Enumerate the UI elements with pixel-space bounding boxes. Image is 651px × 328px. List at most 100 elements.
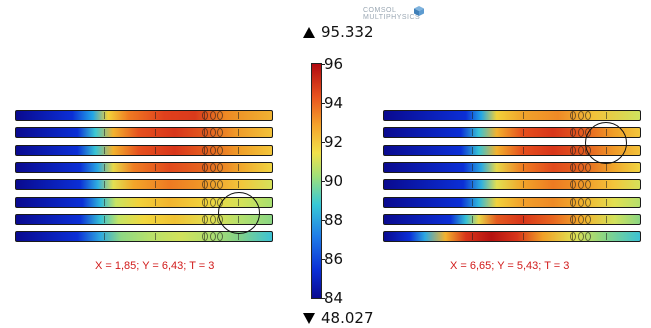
segment-divider	[155, 146, 157, 154]
segment-divider	[155, 181, 157, 189]
joint-arc	[577, 145, 584, 155]
colorbar-tick-label: 94	[324, 94, 344, 112]
joint-arc	[217, 180, 224, 190]
segment-divider	[605, 215, 607, 223]
segment-divider	[237, 112, 239, 119]
cylinder-row	[383, 110, 641, 121]
min-value: 48.027	[321, 309, 374, 327]
colorbar-tick-label: 88	[324, 211, 344, 229]
joint-arc	[217, 128, 224, 138]
segment-divider	[103, 181, 105, 189]
segment-divider	[523, 198, 525, 206]
segment-divider	[523, 112, 525, 119]
segment-divider	[471, 198, 473, 206]
segment-divider	[237, 163, 239, 171]
joint-arc	[209, 214, 216, 224]
segment-divider	[471, 146, 473, 154]
segment-divider	[237, 146, 239, 154]
colorbar-tick-mark	[321, 142, 325, 143]
joint-arc	[577, 180, 584, 190]
max-arrow-icon	[303, 26, 315, 38]
colorbar-tick-label: 86	[324, 250, 344, 268]
cylinder-row	[15, 161, 273, 173]
joint-arc	[209, 232, 216, 242]
logo-text: COMSOL MULTIPHYSICS	[363, 7, 421, 21]
joint-arc	[569, 162, 576, 172]
segment-divider	[103, 146, 105, 154]
segment-divider	[523, 146, 525, 154]
cylinder-row	[383, 231, 641, 243]
joint-arc	[201, 111, 208, 120]
cylinder-row	[383, 161, 641, 173]
joint-arc	[209, 180, 216, 190]
joint-arc	[577, 128, 584, 138]
segment-divider	[103, 198, 105, 206]
joint-arc	[585, 197, 592, 207]
comsol-logo: COMSOL MULTIPHYSICS	[363, 4, 429, 24]
segment-divider	[471, 129, 473, 137]
segment-divider	[471, 163, 473, 171]
joint-arc	[209, 111, 216, 120]
segment-divider	[523, 129, 525, 137]
joint-arc	[217, 145, 224, 155]
min-value-row: 48.027	[303, 308, 374, 328]
segment-divider	[155, 112, 157, 119]
cylinder-row	[15, 110, 273, 121]
joint-arc	[569, 111, 576, 120]
cylinder-row	[383, 179, 641, 191]
segment-divider	[605, 112, 607, 119]
joint-arc	[209, 197, 216, 207]
joint-arc	[577, 111, 584, 120]
segment-divider	[605, 163, 607, 171]
cylinder-row	[15, 196, 273, 208]
joint-arc	[577, 232, 584, 242]
joint-arc	[201, 162, 208, 172]
right-caption: X = 6,65; Y = 5,43; T = 3	[450, 260, 570, 272]
colorbar-tick-mark	[321, 259, 325, 260]
color-legend-bar	[311, 63, 322, 299]
cylinder-row	[15, 179, 273, 191]
joint-arc	[201, 232, 208, 242]
joint-arc	[585, 162, 592, 172]
joint-arc	[217, 232, 224, 242]
joint-arc	[585, 180, 592, 190]
segment-divider	[605, 181, 607, 189]
left-temperature-plot	[15, 110, 273, 243]
segment-divider	[103, 163, 105, 171]
cube-icon	[414, 6, 424, 16]
segment-divider	[103, 233, 105, 241]
cylinder-row	[15, 144, 273, 156]
max-value: 95.332	[321, 23, 374, 41]
segment-divider	[237, 233, 239, 241]
segment-divider	[155, 163, 157, 171]
segment-divider	[471, 215, 473, 223]
segment-divider	[523, 181, 525, 189]
cylinder-row	[383, 213, 641, 225]
joint-arc	[201, 214, 208, 224]
segment-divider	[155, 198, 157, 206]
colorbar-tick-mark	[321, 220, 325, 221]
joint-arc	[577, 214, 584, 224]
joint-arc	[201, 145, 208, 155]
cylinder-row	[383, 127, 641, 139]
segment-divider	[471, 233, 473, 241]
joint-arc	[577, 197, 584, 207]
joint-arc	[201, 180, 208, 190]
segment-divider	[103, 112, 105, 119]
segment-divider	[103, 129, 105, 137]
joint-arc	[217, 162, 224, 172]
joint-arc	[569, 197, 576, 207]
joint-arc	[585, 214, 592, 224]
colorbar-tick-label: 84	[324, 289, 344, 307]
joint-arc	[569, 128, 576, 138]
joint-arc	[201, 197, 208, 207]
max-value-row: 95.332	[303, 22, 374, 42]
joint-arc	[569, 145, 576, 155]
highlight-circle	[218, 192, 260, 234]
segment-divider	[523, 163, 525, 171]
segment-divider	[237, 129, 239, 137]
segment-divider	[471, 181, 473, 189]
segment-divider	[523, 233, 525, 241]
segment-divider	[523, 215, 525, 223]
colorbar-tick-label: 90	[324, 172, 344, 190]
